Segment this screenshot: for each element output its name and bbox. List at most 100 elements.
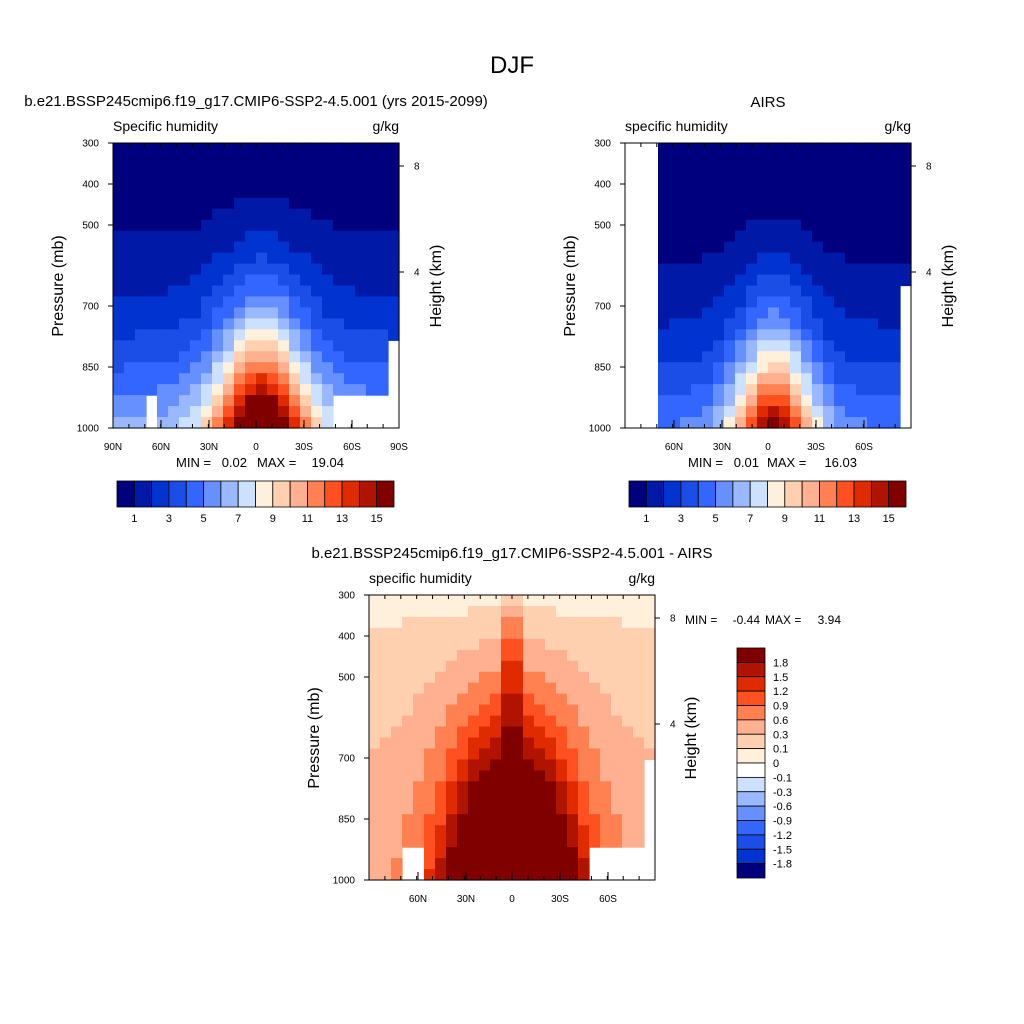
- field-cell: [234, 252, 246, 265]
- field-cell: [446, 682, 458, 695]
- field-cell: [157, 351, 169, 363]
- field-cell: [413, 704, 425, 717]
- field-cell: [355, 175, 367, 188]
- field-cell: [113, 384, 125, 396]
- field-cell: [402, 814, 414, 826]
- colorbar-label: 5: [201, 513, 207, 525]
- field-cell: [201, 208, 213, 221]
- field-cell: [878, 164, 890, 177]
- field-cell: [289, 285, 301, 298]
- field-cell: [344, 362, 356, 374]
- field-cell: [311, 274, 323, 287]
- field-cell: [355, 186, 367, 199]
- field-cell: [300, 384, 312, 396]
- colorbar-swatch: [736, 733, 766, 750]
- field-cell: [512, 649, 524, 662]
- field-cell: [578, 660, 590, 673]
- field-cell: [380, 638, 392, 651]
- field-cell: [713, 318, 725, 330]
- field-cell: [289, 164, 301, 177]
- field-cell: [380, 748, 392, 761]
- field-cell: [413, 649, 425, 662]
- field-cell: [424, 682, 436, 695]
- field-cell: [311, 318, 323, 330]
- field-cell: [757, 175, 769, 188]
- colorbar-swatch: [732, 480, 751, 508]
- field-cell: [867, 153, 879, 166]
- field-cell: [501, 649, 513, 662]
- field-cell: [724, 208, 736, 221]
- field-cell: [168, 395, 180, 407]
- field-cell: [168, 143, 180, 155]
- colorbar-label: -0.9: [773, 816, 792, 828]
- field-cell: [889, 395, 901, 407]
- field-cell: [490, 616, 502, 629]
- field-cell: [223, 241, 235, 254]
- field-cell: [322, 395, 334, 407]
- field-cell: [267, 219, 279, 232]
- field-cell: [658, 208, 670, 221]
- field-cell: [735, 153, 747, 166]
- field-cell: [611, 825, 623, 837]
- field-cell: [633, 671, 645, 684]
- field-cell: [779, 395, 791, 407]
- field-cell: [435, 770, 447, 782]
- field-cell: [878, 340, 890, 352]
- field-cell: [300, 362, 312, 374]
- colorbar-label: 13: [336, 513, 348, 525]
- field-cell: [468, 627, 480, 640]
- field-cell: [223, 263, 235, 276]
- field-cell: [212, 296, 224, 309]
- field-cell: [113, 285, 125, 298]
- field-cell: [278, 384, 290, 396]
- field-cell: [201, 252, 213, 265]
- field-cell: [267, 384, 279, 396]
- field-cell: [278, 263, 290, 276]
- field-cell: [168, 219, 180, 232]
- field-cell: [201, 362, 213, 374]
- field-cell: [578, 836, 590, 848]
- field-cell: [267, 208, 279, 221]
- field-cell: [746, 307, 758, 319]
- field-cell: [435, 682, 447, 695]
- field-cell: [867, 362, 879, 374]
- field-cell: [669, 208, 681, 221]
- field-cell: [135, 307, 147, 319]
- field-cell: [490, 869, 502, 881]
- field-cell: [713, 329, 725, 341]
- field-cell: [545, 792, 557, 804]
- y2-tick-label: 4: [926, 268, 932, 279]
- y2-tick-label: 8: [414, 162, 420, 173]
- field-cell: [768, 241, 780, 254]
- field-cell: [556, 616, 568, 629]
- field-cell: [713, 406, 725, 418]
- field-cell: [413, 803, 425, 815]
- field-cell: [413, 616, 425, 629]
- field-cell: [702, 406, 714, 418]
- field-cell: [146, 384, 158, 396]
- field-cell: [424, 737, 436, 750]
- field-cell: [468, 595, 480, 607]
- field-cell: [512, 759, 524, 771]
- field-cell: [256, 417, 268, 429]
- field-cell: [823, 307, 835, 319]
- field-cell: [446, 715, 458, 728]
- field-cell: [124, 384, 136, 396]
- field-cell: [757, 307, 769, 319]
- field-cell: [633, 803, 645, 815]
- field-cell: [289, 274, 301, 287]
- field-cell: [735, 230, 747, 243]
- x-tick-label: 0: [509, 894, 515, 905]
- field-cell: [369, 605, 381, 618]
- field-cell: [135, 362, 147, 374]
- field-cell: [713, 384, 725, 396]
- panel-model-title: b.e21.BSSP245cmip6.f19_g17.CMIP6-SSP2-4.…: [24, 93, 488, 110]
- field-cell: [790, 230, 802, 243]
- field-cell: [124, 318, 136, 330]
- field-cell: [691, 362, 703, 374]
- field-cell: [691, 197, 703, 210]
- field-cell: [680, 329, 692, 341]
- field-cell: [300, 219, 312, 232]
- field-cell: [300, 197, 312, 210]
- colorbar-swatch: [185, 480, 204, 508]
